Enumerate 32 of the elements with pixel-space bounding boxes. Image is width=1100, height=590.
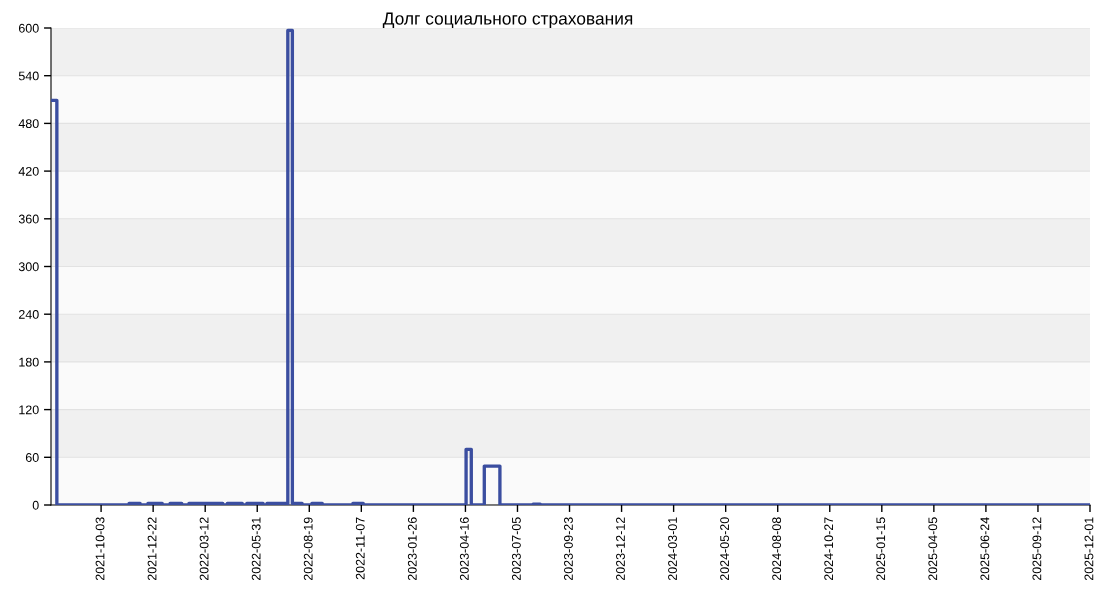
x-tick-label: 2025-06-24 [980,517,990,581]
y-tick-label: 0 [32,500,39,510]
y-tick-label: 360 [18,214,39,224]
x-tick-label: 2025-01-15 [876,517,886,581]
y-tick-label: 120 [19,405,39,415]
x-tick-label: 2021-10-03 [95,517,105,581]
x-tick-label: 2023-12-12 [616,517,625,581]
y-tick-label: 240 [18,310,39,319]
x-tick-label: 2025-04-05 [928,517,938,581]
y-tick-label: 180 [19,357,39,367]
x-tick-label: 2025-12-01 [1084,517,1094,581]
x-tick-label: 2025-09-12 [1032,517,1042,581]
x-tick-label: 2022-05-31 [251,517,261,581]
y-tick-label: 480 [18,119,39,129]
x-tick-label: 2022-11-07 [355,517,365,580]
y-tick-label: 600 [18,23,39,33]
y-tick-label: 540 [18,71,39,81]
y-tick-label: 60 [25,453,39,462]
x-tick-label: 2024-05-20 [720,517,730,581]
y-tick-label: 300 [18,262,39,272]
x-tick-label: 2023-04-16 [459,517,469,581]
x-tick-label: 2024-03-01 [668,517,677,581]
x-tick-label: 2023-09-23 [564,517,573,581]
x-tick-label: 2023-07-05 [511,517,521,581]
x-tick-label: 2024-08-08 [772,517,782,581]
x-tick-label: 2024-10-27 [824,517,834,581]
y-tick-label: 420 [18,166,39,176]
x-tick-label: 2022-03-12 [199,517,209,581]
x-tick-label: 2023-01-26 [407,517,417,581]
chart-title: Долг социального страхования [382,12,633,29]
x-tick-label: 2022-08-19 [303,517,313,581]
x-tick-label: 2021-12-22 [147,517,157,581]
